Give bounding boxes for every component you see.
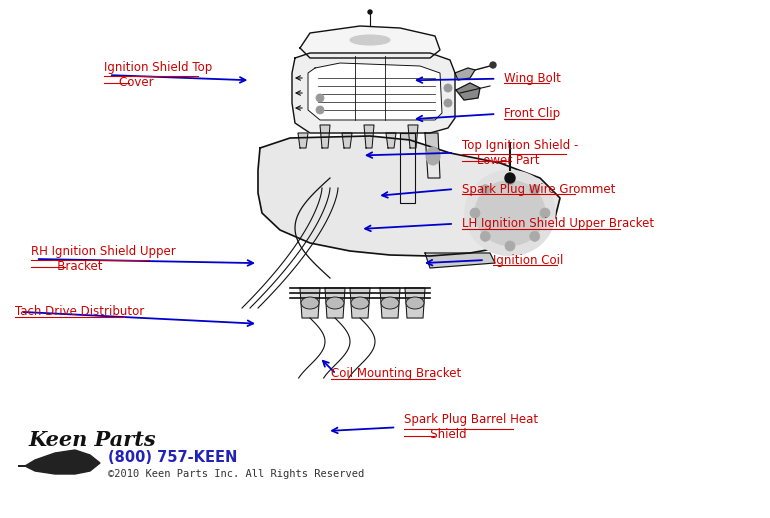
Polygon shape xyxy=(325,288,345,318)
Circle shape xyxy=(505,173,515,183)
Text: Keen Parts: Keen Parts xyxy=(28,430,156,450)
Polygon shape xyxy=(364,125,374,148)
Polygon shape xyxy=(386,133,396,148)
Circle shape xyxy=(530,232,540,241)
Polygon shape xyxy=(308,63,442,120)
Text: Front Clip: Front Clip xyxy=(504,107,561,121)
Polygon shape xyxy=(18,450,100,474)
Circle shape xyxy=(540,208,550,218)
Polygon shape xyxy=(400,133,415,203)
Text: Top Ignition Shield -
    Lower Part: Top Ignition Shield - Lower Part xyxy=(462,139,578,167)
Ellipse shape xyxy=(301,297,319,309)
Polygon shape xyxy=(342,133,352,148)
Ellipse shape xyxy=(426,147,440,165)
Circle shape xyxy=(368,10,372,14)
Circle shape xyxy=(316,94,324,102)
Circle shape xyxy=(480,232,490,241)
Circle shape xyxy=(316,106,324,114)
Circle shape xyxy=(444,84,452,92)
Circle shape xyxy=(530,184,540,195)
Polygon shape xyxy=(258,136,560,256)
Circle shape xyxy=(470,208,480,218)
Text: RH Ignition Shield Upper
       Bracket: RH Ignition Shield Upper Bracket xyxy=(31,245,176,273)
Polygon shape xyxy=(455,68,475,80)
Ellipse shape xyxy=(381,297,399,309)
Polygon shape xyxy=(292,53,455,133)
Ellipse shape xyxy=(350,35,390,45)
Polygon shape xyxy=(456,83,480,100)
Text: Tach Drive Distributor: Tach Drive Distributor xyxy=(15,305,145,319)
Polygon shape xyxy=(300,26,440,58)
Polygon shape xyxy=(380,288,400,318)
Text: Coil Mounting Bracket: Coil Mounting Bracket xyxy=(331,367,461,381)
Polygon shape xyxy=(425,133,440,178)
Text: Ignition Shield Top
    Cover: Ignition Shield Top Cover xyxy=(104,61,213,89)
Text: Ignition Coil: Ignition Coil xyxy=(493,253,563,267)
Ellipse shape xyxy=(406,297,424,309)
Text: (800) 757-KEEN: (800) 757-KEEN xyxy=(108,451,237,466)
Ellipse shape xyxy=(326,297,344,309)
Polygon shape xyxy=(300,288,320,318)
Polygon shape xyxy=(408,125,418,148)
Circle shape xyxy=(444,99,452,107)
Ellipse shape xyxy=(475,180,545,246)
Text: LH Ignition Shield Upper Bracket: LH Ignition Shield Upper Bracket xyxy=(462,217,654,231)
Ellipse shape xyxy=(465,170,555,255)
Ellipse shape xyxy=(351,297,369,309)
Text: Wing Bolt: Wing Bolt xyxy=(504,72,561,85)
Polygon shape xyxy=(405,288,425,318)
Polygon shape xyxy=(425,253,495,268)
Text: Spark Plug Barrel Heat
       Shield: Spark Plug Barrel Heat Shield xyxy=(404,413,538,441)
Circle shape xyxy=(480,184,490,195)
Polygon shape xyxy=(350,288,370,318)
Text: Spark Plug Wire Grommet: Spark Plug Wire Grommet xyxy=(462,182,615,196)
Polygon shape xyxy=(320,125,330,148)
Text: ©2010 Keen Parts Inc. All Rights Reserved: ©2010 Keen Parts Inc. All Rights Reserve… xyxy=(108,469,364,479)
Circle shape xyxy=(490,62,496,68)
Circle shape xyxy=(505,241,515,251)
Circle shape xyxy=(505,175,515,185)
Polygon shape xyxy=(298,133,308,148)
